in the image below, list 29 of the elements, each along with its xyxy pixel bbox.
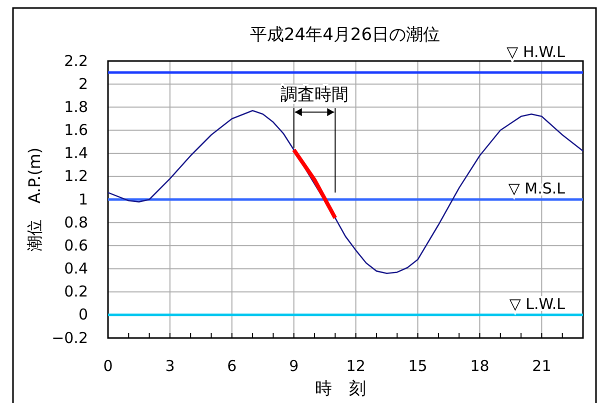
y-tick-label: 1.6 xyxy=(64,121,88,140)
ref-line-label: ▽ H.W.L xyxy=(506,43,566,61)
y-tick-label: 1.4 xyxy=(64,144,88,162)
x-tick-label: 18 xyxy=(470,357,490,375)
y-tick-label: 0.2 xyxy=(64,282,88,301)
y-tick-label: 2.2 xyxy=(64,52,88,70)
line-series xyxy=(107,110,584,274)
x-tick-label: 15 xyxy=(408,357,428,375)
x-tick-label: 6 xyxy=(227,357,237,375)
x-tick-label: 9 xyxy=(289,357,299,375)
x-tick-label: 0 xyxy=(103,357,113,375)
y-tick-label: 0.8 xyxy=(64,213,88,232)
y-tick-label: 1.8 xyxy=(64,98,88,116)
y-tick-label: 0.4 xyxy=(64,260,88,278)
y-tick-label: 2 xyxy=(78,74,88,93)
x-tick-label: 3 xyxy=(165,357,175,375)
annotation: 調査時間 xyxy=(280,85,349,106)
y-tick-label: 1 xyxy=(78,190,88,208)
x-tick-label: 21 xyxy=(532,357,552,375)
chart-title: 平成24年4月26日の潮位 xyxy=(250,25,440,45)
y-axis-title: 潮位 A.P.(m) xyxy=(25,147,44,252)
y-tick-label: 0 xyxy=(78,306,88,324)
y-tick-label: 0.6 xyxy=(64,236,88,254)
y-tick-label: −0.2 xyxy=(52,328,88,347)
x-axis-title: 時 刻 xyxy=(315,379,366,399)
ref-line-label: ▽ L.W.L xyxy=(509,294,566,313)
ref-line-label: ▽ M.S.L xyxy=(508,180,566,198)
y-tick-label: 1.2 xyxy=(64,167,88,186)
x-tick-label: 12 xyxy=(346,357,366,375)
